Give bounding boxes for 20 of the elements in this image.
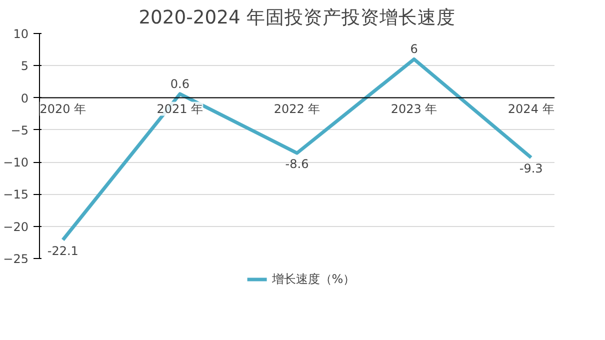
- data-label: 6: [410, 42, 418, 56]
- y-tick-label: 10: [13, 27, 29, 41]
- chart-title: 2020-2024 年固投资产投资增长速度: [138, 6, 456, 28]
- data-label: -8.6: [285, 157, 309, 172]
- y-tick-label: −25: [3, 252, 29, 266]
- x-tick-label: 2022 年: [274, 102, 320, 116]
- data-label: -9.3: [519, 162, 543, 176]
- data-label: -22.1: [47, 244, 78, 258]
- x-tick-label: 2021 年: [156, 102, 204, 116]
- x-tick-label: 2020 年: [40, 102, 86, 116]
- y-tick-label: 0: [20, 91, 29, 106]
- x-tick-label: 2023 年: [390, 102, 438, 116]
- y-tick-label: −5: [10, 123, 29, 138]
- y-tick-label: 5: [20, 59, 29, 74]
- y-tick-label: −20: [3, 220, 29, 234]
- legend-label: 增长速度（%）: [272, 270, 356, 288]
- y-tick-label: −10: [3, 156, 29, 170]
- x-tick-label: 2024 年: [508, 102, 554, 116]
- y-tick-label: −15: [3, 188, 29, 202]
- data-label: 0.6: [170, 76, 190, 91]
